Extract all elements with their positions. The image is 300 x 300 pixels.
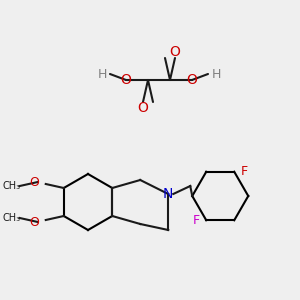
Text: O: O: [29, 215, 39, 229]
Text: N: N: [163, 187, 173, 201]
Text: O: O: [138, 101, 148, 115]
Text: O: O: [169, 45, 180, 59]
Text: H: H: [97, 68, 107, 80]
Text: CH₃: CH₃: [3, 181, 21, 191]
Text: F: F: [241, 165, 248, 178]
Text: H: H: [211, 68, 221, 80]
Text: O: O: [29, 176, 39, 188]
Text: F: F: [193, 214, 200, 227]
Text: CH₃: CH₃: [3, 213, 21, 223]
Text: O: O: [187, 73, 197, 87]
Text: O: O: [121, 73, 131, 87]
